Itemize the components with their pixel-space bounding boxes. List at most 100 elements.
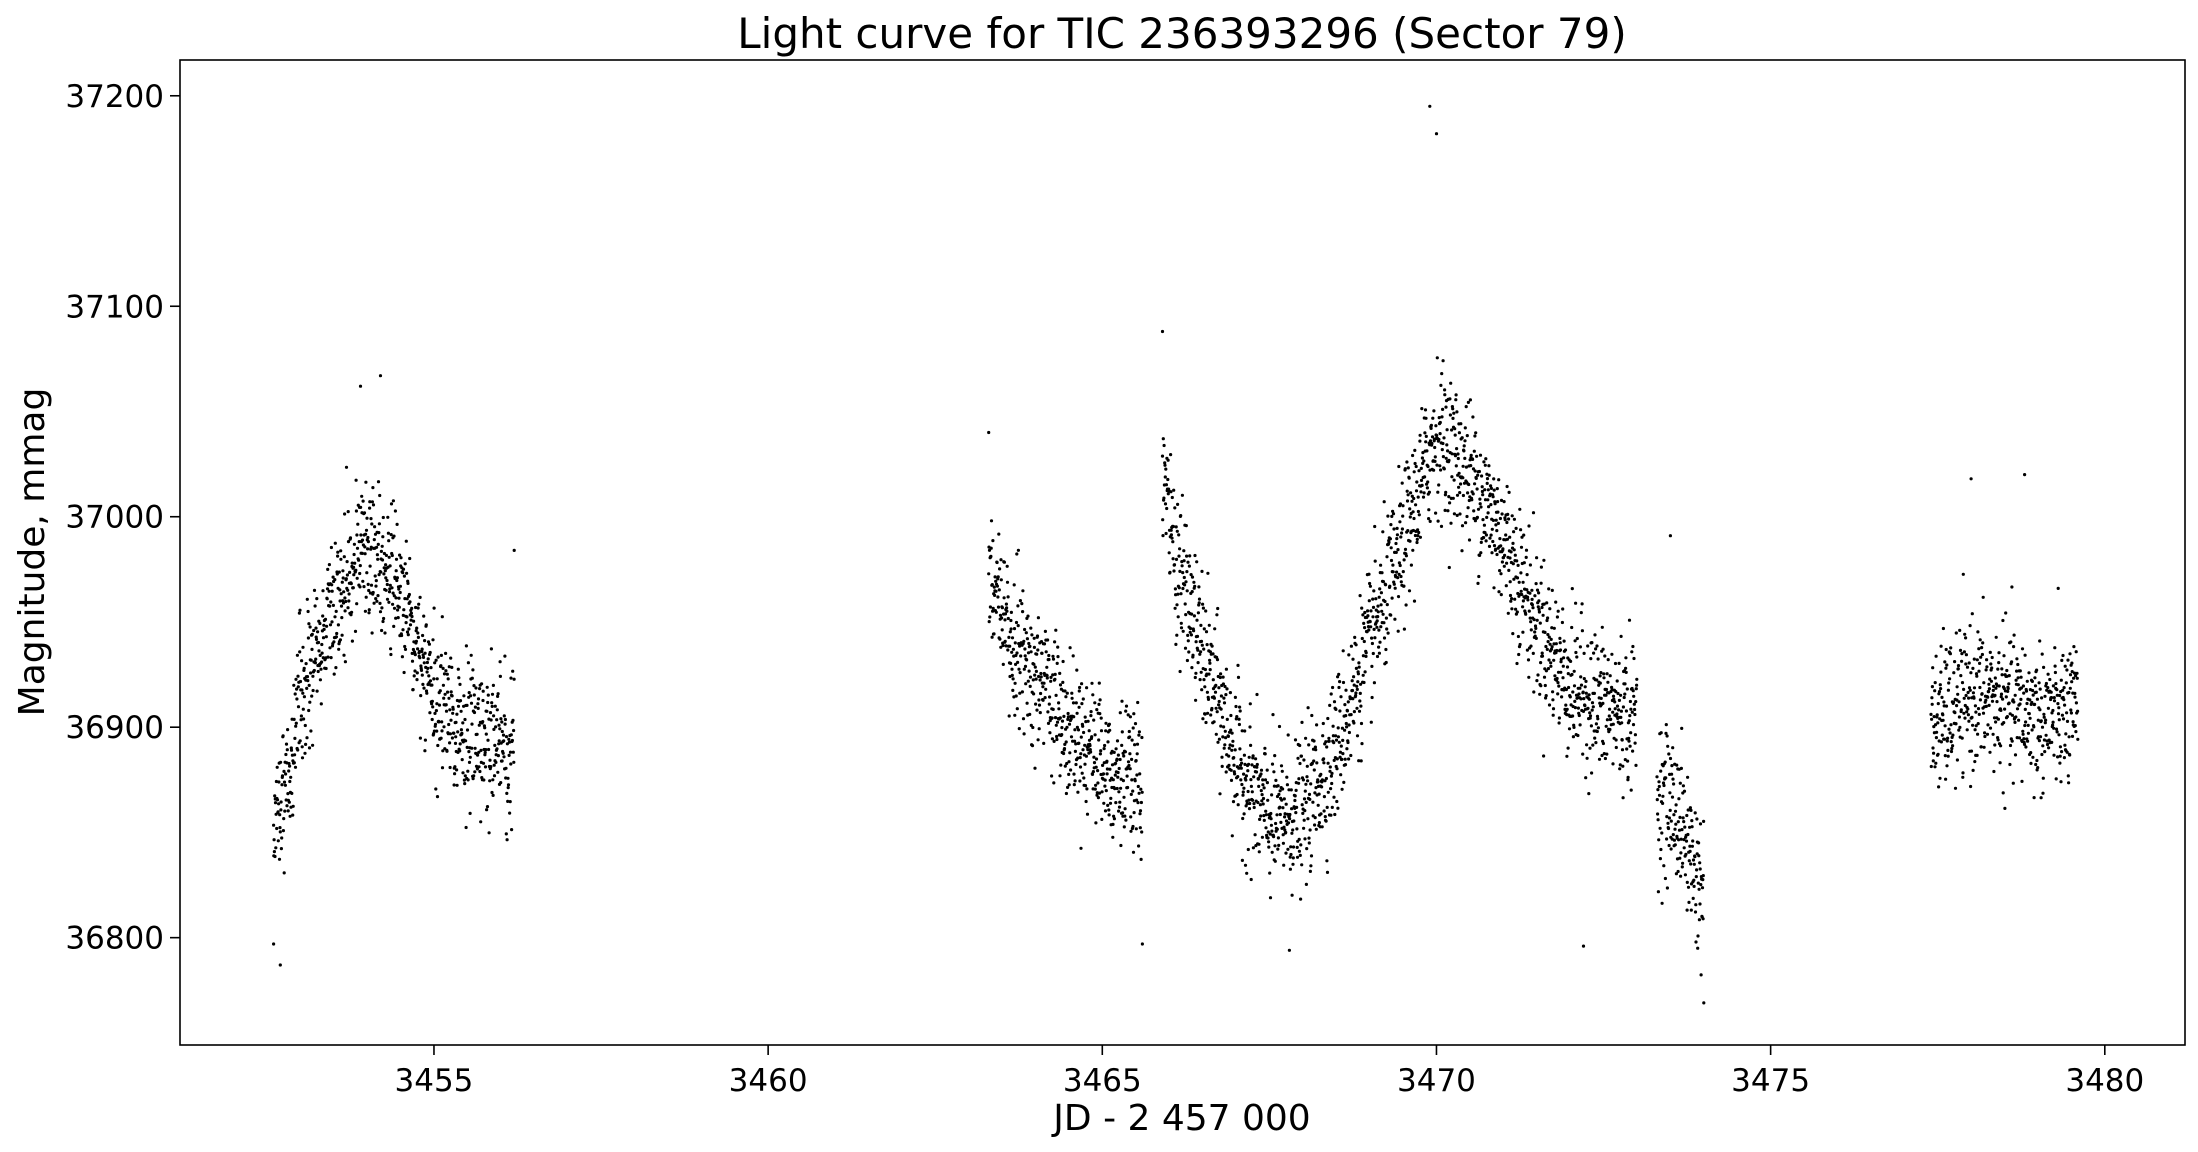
data-point [2051, 708, 2055, 713]
data-point [485, 805, 490, 809]
data-point [1490, 527, 1494, 531]
data-point [2068, 652, 2072, 656]
data-point [2031, 755, 2035, 759]
data-point [1588, 711, 1592, 715]
data-point [469, 653, 473, 657]
data-point [1194, 698, 1198, 702]
data-point [1300, 720, 1304, 725]
data-point [476, 697, 481, 701]
data-point [1401, 570, 1405, 574]
data-point [1938, 776, 1942, 780]
data-point [445, 749, 449, 753]
data-point [311, 688, 315, 693]
data-point [1498, 537, 1502, 541]
data-point [995, 584, 1000, 588]
data-point [1117, 805, 1122, 809]
data-point [1978, 685, 1982, 690]
data-point [1481, 518, 1485, 522]
data-point [490, 790, 494, 795]
data-point [1133, 743, 1137, 747]
data-point [1473, 434, 1477, 438]
data-point [1546, 667, 1550, 671]
data-point [283, 783, 287, 787]
data-point [2042, 665, 2046, 670]
data-point [1175, 603, 1179, 607]
data-point [1395, 526, 1399, 531]
data-point [1943, 754, 1947, 758]
data-point [2067, 735, 2071, 739]
data-point [1362, 639, 1366, 644]
data-point [2032, 725, 2036, 729]
data-point [1100, 790, 1104, 794]
data-point [1393, 586, 1397, 590]
data-point [410, 659, 415, 663]
data-point [1078, 779, 1082, 783]
data-point [1453, 427, 1457, 431]
data-point [1402, 627, 1406, 631]
data-point [467, 691, 471, 695]
data-point [1244, 774, 1248, 778]
data-point [2052, 726, 2056, 730]
data-point [1298, 853, 1302, 858]
data-point [1325, 745, 1329, 749]
data-point [408, 556, 412, 561]
data-point [1265, 768, 1269, 772]
data-point [347, 592, 351, 596]
data-point [1367, 572, 1371, 576]
data-point [1698, 861, 1702, 865]
data-point [1567, 727, 1572, 731]
data-point [499, 717, 503, 721]
data-point [1556, 609, 1560, 613]
data-point [1416, 528, 1420, 532]
data-point [1052, 739, 1056, 744]
data-point [1270, 793, 1274, 797]
data-point [2012, 700, 2016, 704]
data-point [1354, 643, 1358, 647]
data-point [1118, 800, 1122, 804]
data-point [1465, 514, 1469, 519]
data-point [1527, 675, 1531, 679]
data-point [281, 829, 285, 833]
data-point [285, 748, 289, 752]
data-point [1534, 582, 1538, 586]
data-point [2004, 611, 2008, 615]
data-point [1531, 606, 1535, 610]
data-point [1962, 696, 1966, 700]
data-point [1033, 673, 1037, 677]
data-point [1578, 645, 1582, 649]
data-point [1270, 829, 1274, 833]
data-point [1197, 597, 1202, 601]
data-point [1138, 812, 1142, 816]
data-point [1992, 684, 1996, 689]
data-point [1161, 437, 1165, 441]
data-point [1469, 464, 1473, 468]
data-point [1568, 695, 1572, 699]
data-point [1053, 716, 1058, 720]
data-point [1658, 857, 1662, 861]
data-point [1600, 753, 1604, 758]
data-point [1126, 760, 1131, 764]
data-point [1588, 714, 1593, 718]
data-point [1111, 835, 1115, 839]
data-point [1081, 724, 1085, 728]
data-point [1554, 642, 1558, 646]
data-point [1104, 729, 1108, 733]
data-point [364, 480, 368, 484]
data-point [1124, 709, 1128, 713]
data-point [1460, 436, 1464, 440]
data-point [1673, 827, 1677, 831]
data-point [1361, 673, 1365, 677]
data-point [1008, 630, 1012, 634]
data-point [1558, 648, 1563, 652]
data-point [1073, 749, 1077, 754]
data-point [1341, 680, 1346, 685]
data-point [1081, 697, 1085, 701]
data-point [1080, 771, 1084, 775]
data-point [1064, 695, 1068, 699]
data-point [1533, 624, 1538, 628]
y-axis-label: Magnitude, mmag [12, 388, 53, 717]
data-point [2066, 774, 2070, 778]
data-point [382, 566, 386, 570]
data-point [444, 709, 449, 713]
data-point [1497, 478, 1501, 482]
